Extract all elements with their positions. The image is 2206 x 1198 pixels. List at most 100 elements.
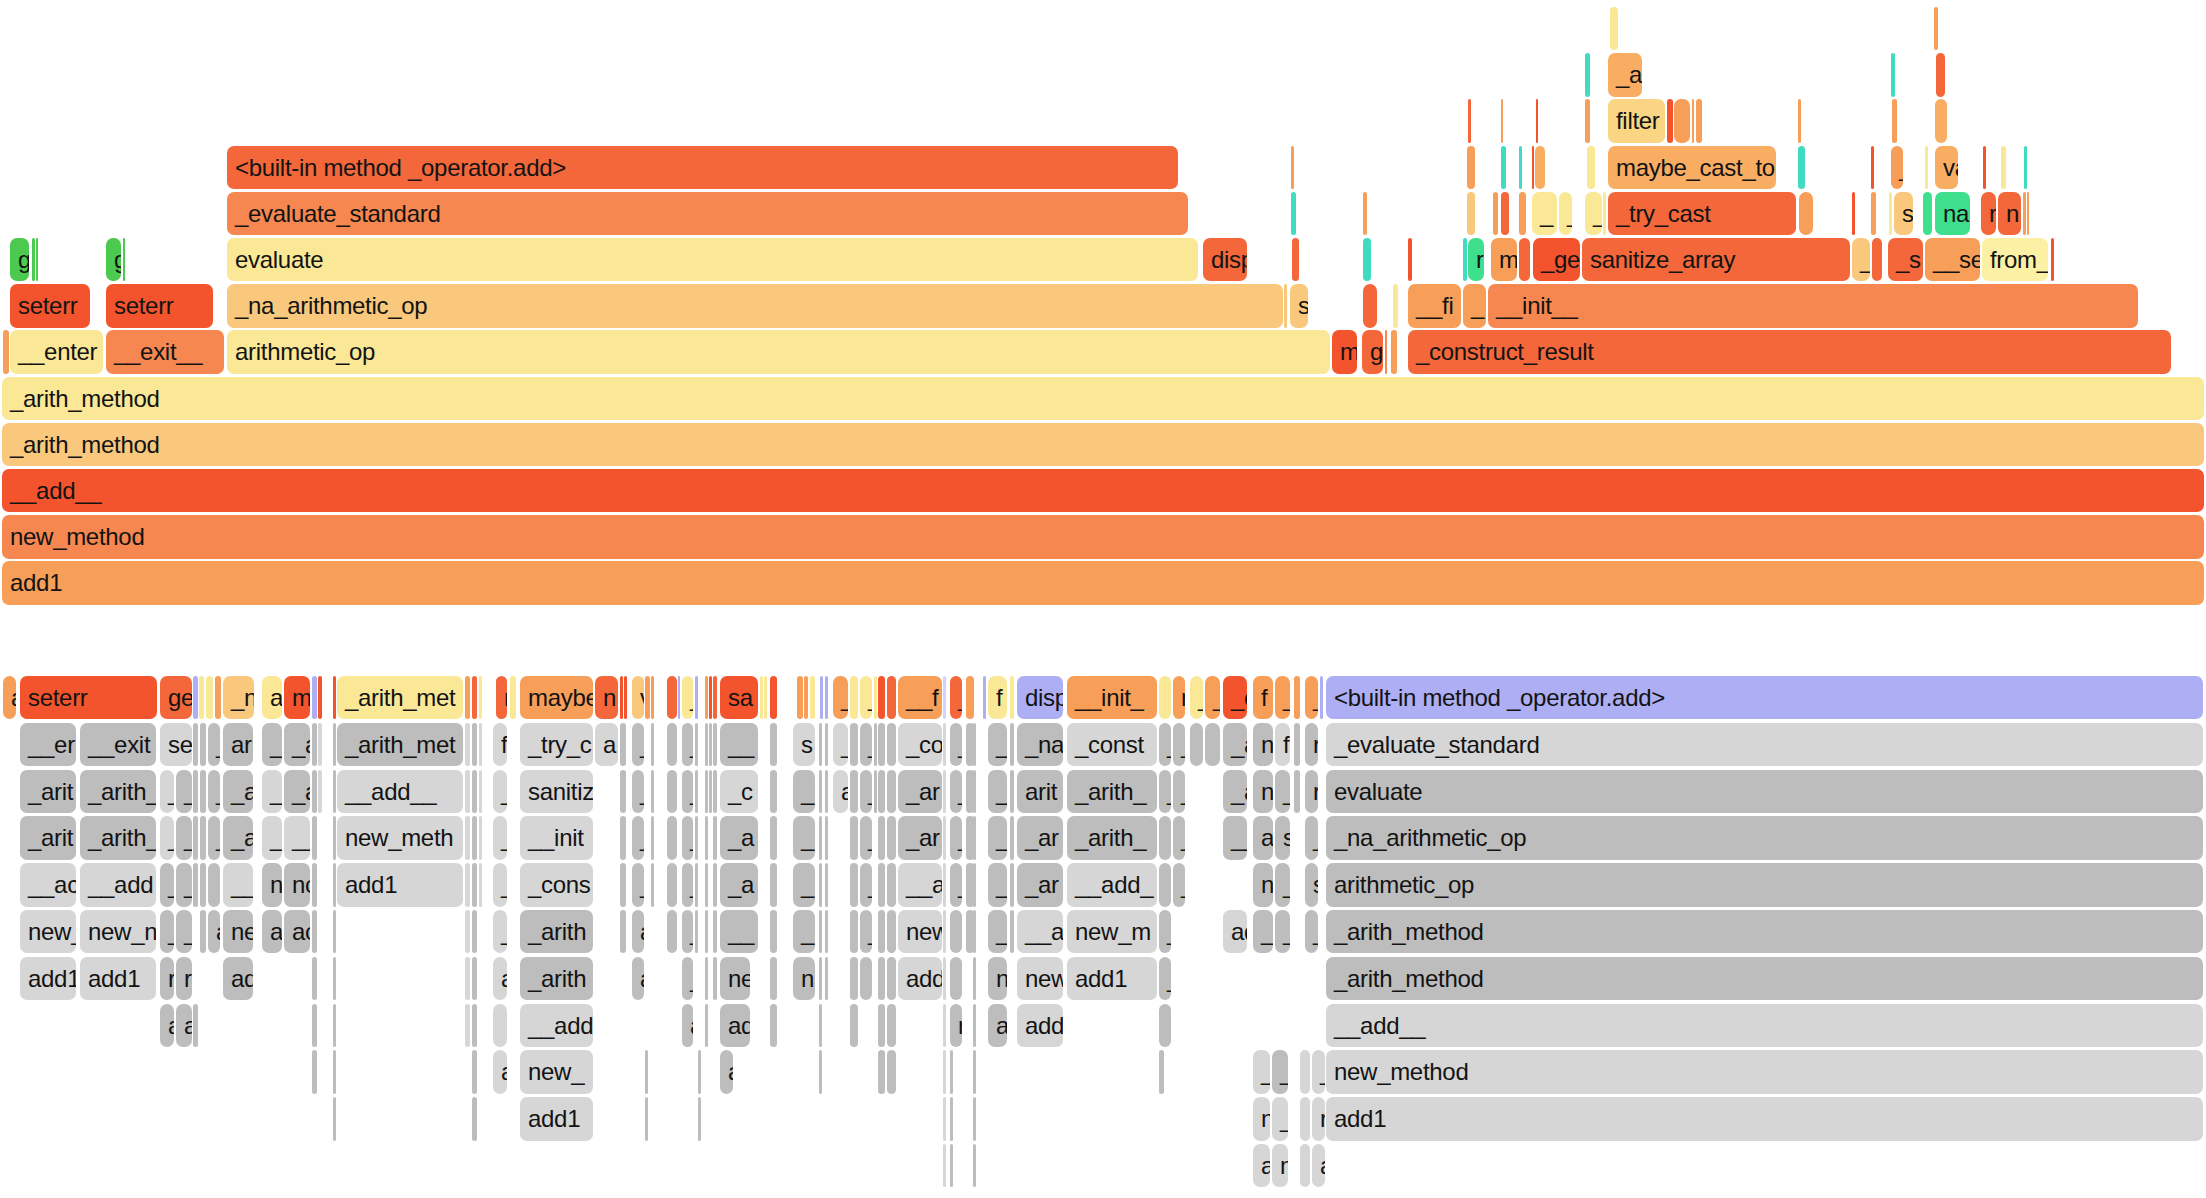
flamegraph-bottom-frame-sliver[interactable] bbox=[709, 676, 712, 719]
flamegraph-bottom-frame-sliver[interactable] bbox=[215, 676, 221, 719]
flamegraph-top-frame[interactable]: _ bbox=[1852, 238, 1870, 281]
flamegraph-bottom-frame[interactable]: r bbox=[1312, 1097, 1325, 1140]
flamegraph-bottom-frame-sliver[interactable] bbox=[333, 957, 336, 1000]
flamegraph-bottom-frame-sliver[interactable] bbox=[810, 676, 815, 719]
flamegraph-bottom-frame[interactable]: _ bbox=[860, 676, 872, 719]
flamegraph-bottom-frame-sliver[interactable] bbox=[620, 863, 626, 906]
flamegraph-bottom-frame[interactable]: _ bbox=[682, 723, 693, 766]
flamegraph-bottom-frame[interactable]: a bbox=[493, 957, 507, 1000]
flamegraph-bottom-frame-sliver[interactable] bbox=[943, 1144, 946, 1187]
flamegraph-bottom-frame[interactable]: _arit bbox=[20, 816, 76, 859]
flamegraph-top-frame[interactable]: _try_cast bbox=[1608, 192, 1796, 235]
flamegraph-top-frame[interactable]: _ge bbox=[1533, 238, 1580, 281]
flamegraph-top-frame-sliver[interactable] bbox=[1871, 146, 1874, 189]
flamegraph-bottom-frame-sliver[interactable] bbox=[713, 816, 717, 859]
flamegraph-top-frame-sliver[interactable] bbox=[1519, 238, 1530, 281]
flamegraph-bottom-frame-sliver[interactable] bbox=[1294, 770, 1300, 813]
flamegraph-bottom-frame[interactable]: _ bbox=[860, 910, 872, 953]
flamegraph-bottom-frame-sliver[interactable] bbox=[667, 723, 677, 766]
flamegraph-top-frame-sliver[interactable] bbox=[1585, 53, 1590, 96]
flamegraph-top-frame-sliver[interactable] bbox=[1463, 238, 1467, 281]
flamegraph-bottom-frame-sliver[interactable] bbox=[878, 1050, 885, 1093]
flamegraph-bottom-frame-sliver[interactable] bbox=[465, 770, 470, 813]
flamegraph-bottom-frame-sliver[interactable] bbox=[705, 910, 708, 953]
flamegraph-top-frame-sliver[interactable] bbox=[1798, 146, 1805, 189]
flamegraph-top-frame[interactable]: __fi bbox=[1408, 284, 1461, 327]
flamegraph-bottom-frame-sliver[interactable] bbox=[943, 770, 946, 813]
flamegraph-bottom-frame-sliver[interactable] bbox=[973, 863, 976, 906]
flamegraph-bottom-frame-sliver[interactable] bbox=[850, 676, 858, 719]
flamegraph-bottom-frame[interactable]: _ bbox=[793, 910, 815, 953]
flamegraph-bottom-frame[interactable]: _ bbox=[988, 863, 1007, 906]
flamegraph-bottom-frame[interactable]: new_m bbox=[1067, 910, 1157, 953]
flamegraph-bottom-frame-sliver[interactable] bbox=[1159, 1050, 1164, 1093]
flamegraph-bottom-frame[interactable]: _ bbox=[176, 770, 192, 813]
flamegraph-bottom-frame[interactable]: _ bbox=[176, 863, 192, 906]
flamegraph-bottom-frame[interactable]: _ bbox=[262, 770, 282, 813]
flamegraph-bottom-frame[interactable]: n bbox=[1253, 770, 1273, 813]
flamegraph-bottom-frame[interactable]: _ar bbox=[898, 770, 942, 813]
flamegraph-bottom-frame-sliver[interactable] bbox=[878, 816, 885, 859]
flamegraph-bottom-frame[interactable]: n bbox=[1253, 723, 1273, 766]
flamegraph-bottom-frame-sliver[interactable] bbox=[878, 957, 885, 1000]
flamegraph-bottom-frame[interactable]: r bbox=[950, 1004, 962, 1047]
flamegraph-bottom-frame-sliver[interactable] bbox=[678, 676, 680, 719]
flamegraph-bottom-frame-sliver[interactable] bbox=[620, 723, 626, 766]
flamegraph-bottom-frame-sliver[interactable] bbox=[797, 676, 803, 719]
flamegraph-bottom-frame[interactable]: _ bbox=[632, 863, 644, 906]
flamegraph-bottom-frame-sliver[interactable] bbox=[943, 910, 946, 953]
flamegraph-top-frame[interactable]: __se bbox=[1925, 238, 1980, 281]
flamegraph-bottom-frame[interactable]: disp bbox=[1017, 676, 1063, 719]
flamegraph-top-frame[interactable]: va bbox=[1935, 146, 1958, 189]
flamegraph-bottom-frame[interactable]: r bbox=[1173, 676, 1185, 719]
flamegraph-bottom-frame-sliver[interactable] bbox=[698, 1097, 701, 1140]
flamegraph-bottom-frame[interactable]: add1 bbox=[337, 863, 463, 906]
flamegraph-bottom-frame[interactable]: __add__ bbox=[337, 770, 463, 813]
flamegraph-bottom-frame-sliver[interactable] bbox=[472, 816, 477, 859]
flamegraph-bottom-frame-sliver[interactable] bbox=[878, 676, 885, 719]
flamegraph-bottom-frame-sliver[interactable] bbox=[465, 910, 470, 953]
flamegraph-bottom-frame-sliver[interactable] bbox=[1300, 1050, 1310, 1093]
flamegraph-bottom-frame[interactable]: r bbox=[200, 863, 206, 906]
flamegraph-bottom-frame-sliver[interactable] bbox=[860, 957, 872, 1000]
flamegraph-bottom-frame[interactable]: add1 bbox=[1067, 957, 1157, 1000]
flamegraph-top-frame[interactable]: _ bbox=[1585, 192, 1602, 235]
flamegraph-bottom-frame[interactable]: _ bbox=[1305, 816, 1318, 859]
flamegraph-bottom-frame[interactable]: _ bbox=[1305, 676, 1318, 719]
flamegraph-bottom-frame-sliver[interactable] bbox=[887, 676, 896, 719]
flamegraph-bottom-frame-sliver[interactable] bbox=[510, 676, 516, 719]
flamegraph-bottom-frame-sliver[interactable] bbox=[943, 1050, 946, 1093]
flamegraph-bottom-frame-sliver[interactable] bbox=[695, 910, 698, 953]
flamegraph-bottom-frame[interactable]: _ bbox=[682, 676, 693, 719]
flamegraph-bottom-frame[interactable]: _ bbox=[176, 910, 192, 953]
flamegraph-bottom-frame[interactable]: _ bbox=[950, 723, 962, 766]
flamegraph-top-frame[interactable]: g bbox=[106, 238, 121, 281]
flamegraph-top-frame-sliver[interactable] bbox=[1363, 192, 1367, 235]
flamegraph-top-frame-sliver[interactable] bbox=[1891, 53, 1895, 96]
flamegraph-top-frame[interactable]: __add__ bbox=[2, 469, 2204, 512]
flamegraph-bottom-frame-sliver[interactable] bbox=[819, 957, 822, 1000]
flamegraph-bottom-frame[interactable]: a bbox=[318, 770, 322, 813]
flamegraph-bottom-frame[interactable]: __add bbox=[520, 1004, 593, 1047]
flamegraph-bottom-frame-sliver[interactable] bbox=[950, 910, 962, 953]
flamegraph-bottom-frame[interactable]: __add__ bbox=[1326, 1004, 2203, 1047]
flamegraph-bottom-frame[interactable]: _ bbox=[793, 816, 815, 859]
flamegraph-bottom-frame[interactable]: _c bbox=[1223, 676, 1247, 719]
flamegraph-bottom-frame[interactable]: _ bbox=[833, 676, 848, 719]
flamegraph-bottom-frame[interactable]: a bbox=[493, 1050, 507, 1093]
flamegraph-top-frame-sliver[interactable] bbox=[1603, 192, 1606, 235]
flamegraph-bottom-frame-sliver[interactable] bbox=[1159, 816, 1171, 859]
flamegraph-bottom-frame[interactable]: ge bbox=[160, 676, 192, 719]
flamegraph-bottom-frame-sliver[interactable] bbox=[713, 676, 717, 719]
flamegraph-bottom-frame[interactable]: n bbox=[988, 957, 1007, 1000]
flamegraph-bottom-frame[interactable]: _ bbox=[1272, 1097, 1288, 1140]
flamegraph-bottom-frame-sliver[interactable] bbox=[479, 863, 482, 906]
flamegraph-bottom-frame-sliver[interactable] bbox=[973, 1004, 976, 1047]
flamegraph-bottom-frame[interactable]: _ bbox=[493, 770, 507, 813]
flamegraph-top-frame[interactable]: arithmetic_op bbox=[227, 330, 1330, 373]
flamegraph-top-frame[interactable]: n bbox=[1998, 192, 2021, 235]
flamegraph-bottom-frame[interactable]: ad bbox=[223, 957, 253, 1000]
flamegraph-bottom-frame-sliver[interactable] bbox=[887, 910, 896, 953]
flamegraph-bottom-frame-sliver[interactable] bbox=[1159, 863, 1171, 906]
flamegraph-bottom-frame[interactable]: _arith_met bbox=[337, 676, 463, 719]
